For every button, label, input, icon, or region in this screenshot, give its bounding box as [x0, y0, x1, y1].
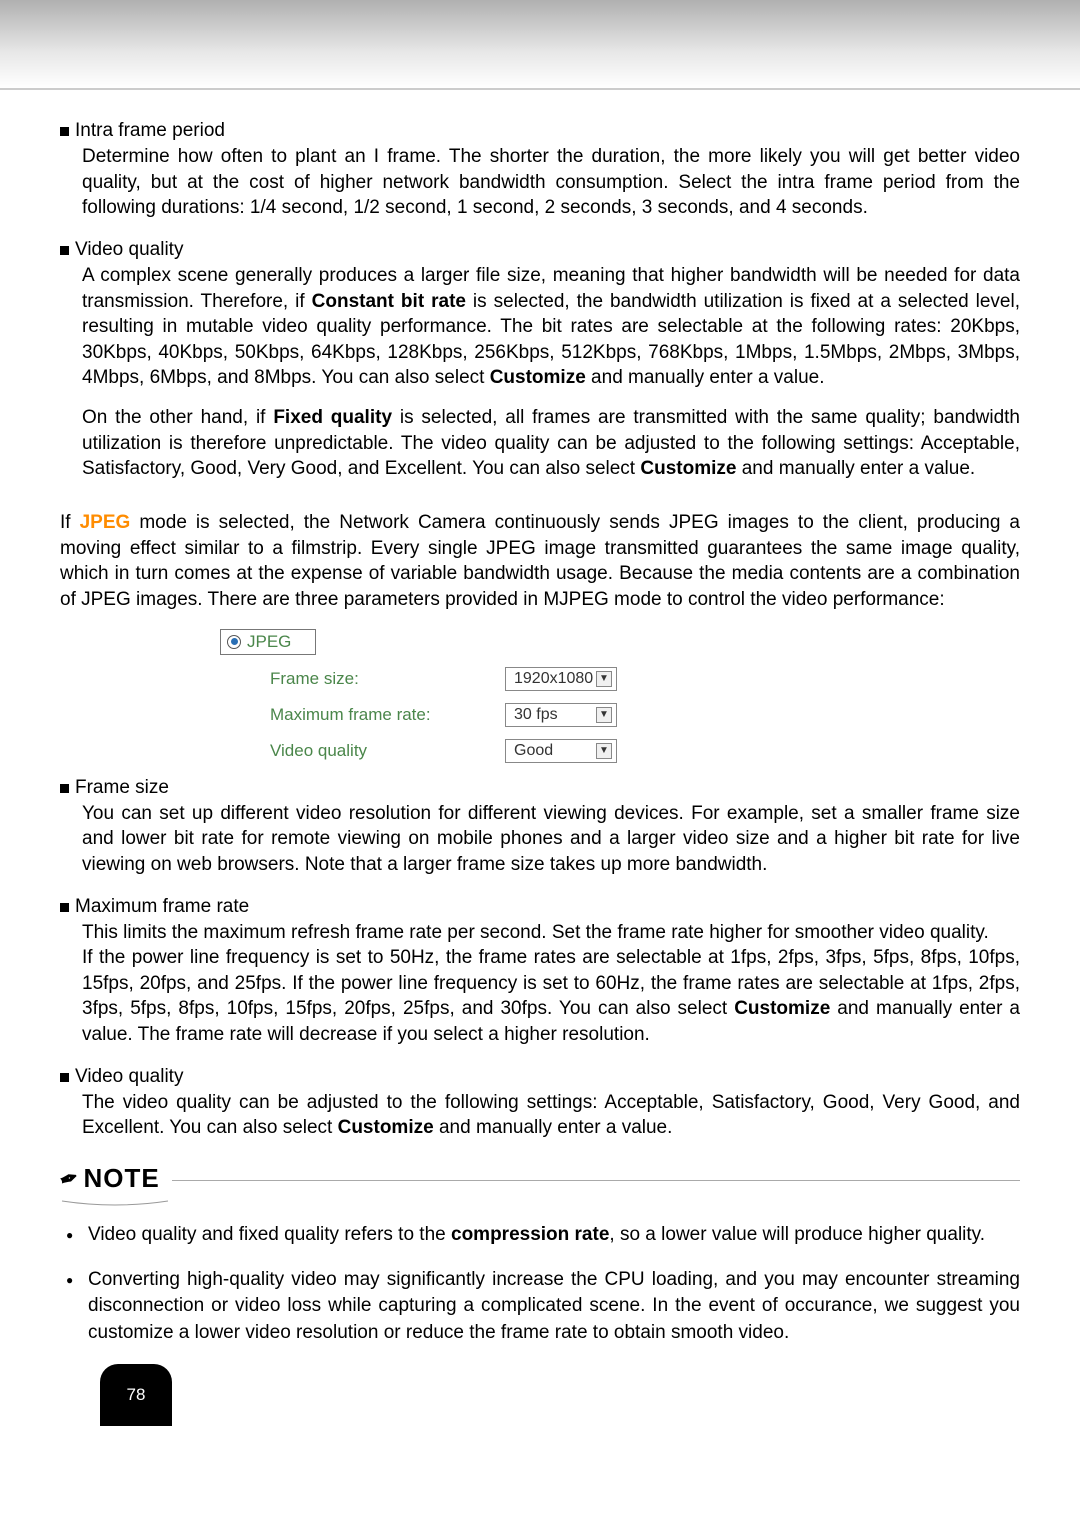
note2-a: Converting high-quality video may signif… — [88, 1269, 1020, 1343]
video-quality-label: Video quality — [220, 741, 505, 761]
video-quality-row: Video quality Good ▼ — [220, 739, 1020, 763]
intra-frame-section: Intra frame period Determine how often t… — [60, 120, 1020, 221]
bullet-icon — [60, 1073, 69, 1082]
video-quality-value: Good — [514, 742, 553, 760]
note-underline-icon — [60, 1199, 170, 1207]
note1-b: , so a lower value will produce higher q… — [609, 1224, 985, 1245]
note-item-1: Video quality and fixed quality refers t… — [60, 1222, 1020, 1249]
chevron-down-icon: ▼ — [596, 671, 612, 687]
video-quality-heading-1: Video quality — [60, 239, 1020, 261]
bullet-icon — [60, 903, 69, 912]
chevron-down-icon: ▼ — [596, 743, 612, 759]
video-quality-section-1: Video quality A complex scene generally … — [60, 239, 1020, 482]
header-gradient — [0, 0, 1080, 90]
jpeg-intro-paragraph: If JPEG mode is selected, the Network Ca… — [60, 510, 1020, 613]
vq2-bold: Customize — [338, 1117, 434, 1138]
bullet-icon — [60, 127, 69, 136]
jpeg-rest: mode is selected, the Network Camera con… — [60, 512, 1020, 610]
note-block: ✒ NOTE Video quality and fixed quality r… — [60, 1163, 1020, 1346]
jpeg-radio[interactable]: JPEG — [220, 629, 316, 655]
video-quality-text-2: The video quality can be adjusted to the… — [82, 1090, 1020, 1141]
note-title: ✒ NOTE — [60, 1163, 160, 1194]
radio-icon — [227, 635, 241, 649]
max-frame-rate-title: Maximum frame rate — [75, 896, 249, 917]
mfr-bold: Customize — [734, 998, 830, 1019]
frame-size-select[interactable]: 1920x1080 ▼ — [505, 667, 617, 691]
video-quality-heading-2: Video quality — [60, 1066, 1020, 1088]
max-frame-rate-section: Maximum frame rate This limits the maxim… — [60, 896, 1020, 1048]
max-frame-rate-label: Maximum frame rate: — [220, 705, 505, 725]
jpeg-settings-panel: JPEG Frame size: 1920x1080 ▼ Maximum fra… — [220, 629, 1020, 763]
max-frame-rate-row: Maximum frame rate: 30 fps ▼ — [220, 703, 1020, 727]
video-quality-section-2: Video quality The video quality can be a… — [60, 1066, 1020, 1141]
page-number-tab: 78 — [100, 1364, 172, 1426]
note1-bold: compression rate — [451, 1224, 609, 1245]
max-frame-rate-p2: If the power line frequency is set to 50… — [82, 945, 1020, 1048]
chevron-down-icon: ▼ — [596, 707, 612, 723]
frame-size-text: You can set up different video resolutio… — [82, 801, 1020, 878]
vq1-bold2: Customize — [490, 367, 586, 388]
video-quality-para2: On the other hand, if Fixed quality is s… — [82, 405, 1020, 482]
jpeg-word: JPEG — [80, 512, 131, 533]
video-quality-title-2: Video quality — [75, 1066, 183, 1087]
vq1-bold3: Fixed quality — [273, 407, 392, 428]
note-list: Video quality and fixed quality refers t… — [60, 1222, 1020, 1346]
page-content: Intra frame period Determine how often t… — [0, 90, 1080, 1446]
note-item-2: Converting high-quality video may signif… — [60, 1267, 1020, 1347]
max-frame-rate-p1: This limits the maximum refresh frame ra… — [82, 920, 1020, 946]
vq1-p2a: On the other hand, if — [82, 407, 273, 428]
frame-size-section: Frame size You can set up different vide… — [60, 777, 1020, 878]
max-frame-rate-value: 30 fps — [514, 706, 558, 724]
note1-a: Video quality and fixed quality refers t… — [88, 1224, 451, 1245]
frame-size-label: Frame size: — [220, 669, 505, 689]
note-title-text: NOTE — [83, 1163, 159, 1194]
frame-size-title: Frame size — [75, 777, 169, 798]
video-quality-para1: A complex scene generally produces a lar… — [82, 263, 1020, 391]
pen-icon: ✒ — [56, 1163, 83, 1194]
vq1-p1c: and manually enter a value. — [586, 367, 825, 388]
max-frame-rate-select[interactable]: 30 fps ▼ — [505, 703, 617, 727]
note-divider — [172, 1180, 1020, 1181]
jpeg-prefix: If — [60, 512, 80, 533]
vq1-bold4: Customize — [640, 458, 736, 479]
video-quality-select[interactable]: Good ▼ — [505, 739, 617, 763]
page-number: 78 — [127, 1385, 146, 1405]
vq1-bold1: Constant bit rate — [312, 291, 466, 312]
intra-frame-title: Intra frame period — [75, 120, 225, 141]
frame-size-row: Frame size: 1920x1080 ▼ — [220, 667, 1020, 691]
vq2-b: and manually enter a value. — [434, 1117, 673, 1138]
intra-frame-heading: Intra frame period — [60, 120, 1020, 142]
max-frame-rate-heading: Maximum frame rate — [60, 896, 1020, 918]
intra-frame-text: Determine how often to plant an I frame.… — [82, 144, 1020, 221]
jpeg-radio-label: JPEG — [247, 632, 291, 652]
bullet-icon — [60, 784, 69, 793]
bullet-icon — [60, 246, 69, 255]
frame-size-value: 1920x1080 — [514, 670, 593, 688]
note-header: ✒ NOTE — [60, 1163, 1020, 1194]
video-quality-title-1: Video quality — [75, 239, 183, 260]
vq1-p2c: and manually enter a value. — [736, 458, 975, 479]
frame-size-heading: Frame size — [60, 777, 1020, 799]
